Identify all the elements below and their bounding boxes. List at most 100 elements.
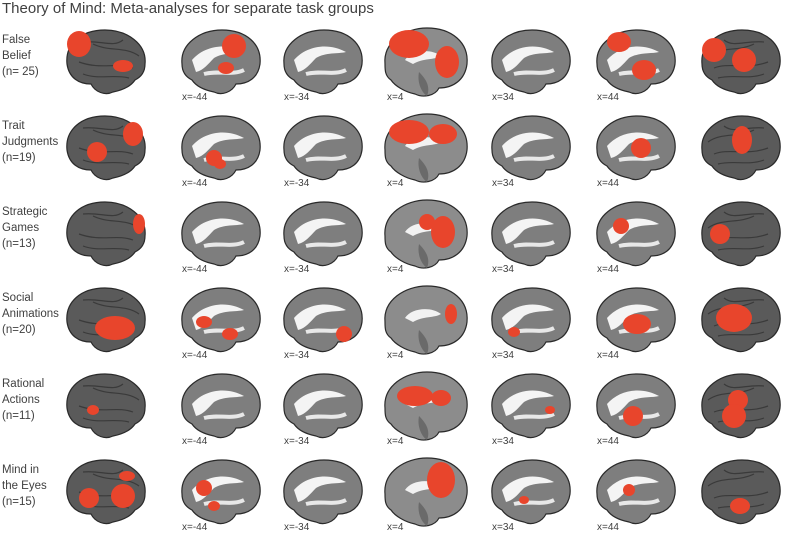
brain-slice-image <box>484 456 576 533</box>
slice-coordinate-label: x=-44 <box>182 178 208 189</box>
task-group-row: Strategic Games (n=13) x=-44 x=-34 x=4 x=34 x=4… <box>0 198 785 284</box>
brain-slice-image <box>589 456 681 533</box>
brain-slice-image <box>589 370 681 447</box>
task-group-label-line: (n=19) <box>2 152 36 164</box>
brain-slice-image <box>589 284 681 361</box>
brain-slice-image <box>589 198 681 275</box>
slice-coordinate-label: x=-34 <box>284 92 310 103</box>
task-group-label: Mind in the Eyes (n=15) <box>2 462 68 510</box>
brain-slice-image <box>276 284 368 361</box>
task-group-row: Mind in the Eyes (n=15) x=-44 x=-34 x=4 x=34 x=… <box>0 456 785 542</box>
task-group-row: Rational Actions (n=11) x=-44 x=-34 x=4 x=34 x=… <box>0 370 785 456</box>
slice-coordinate-label: x=4 <box>387 436 404 447</box>
brain-slice-image <box>379 370 471 447</box>
slice-coordinate-label: x=44 <box>597 92 619 103</box>
slice-coordinate-label: x=4 <box>387 92 404 103</box>
slice-coordinate-label: x=34 <box>492 178 514 189</box>
task-group-label-line: (n=15) <box>2 496 36 508</box>
brain-slice-image <box>174 284 266 361</box>
brain-slice-image <box>589 26 681 103</box>
slice-coordinate-label: x=34 <box>492 522 514 533</box>
slice-coordinate-label: x=44 <box>597 264 619 275</box>
task-group-label: Rational Actions (n=11) <box>2 376 68 424</box>
brain-slice-image <box>174 370 266 447</box>
task-group-label-line: (n=20) <box>2 324 36 336</box>
brain-slice-image <box>276 456 368 533</box>
task-group-label-line: Strategic <box>2 206 48 218</box>
task-group-label: Strategic Games (n=13) <box>2 204 68 252</box>
brain-surface-image <box>61 370 153 447</box>
brain-slice-image <box>379 284 471 361</box>
brain-slice-image <box>484 112 576 189</box>
task-group-label-line: Games <box>2 222 40 234</box>
brain-slice-image <box>379 26 471 103</box>
brain-slice-image <box>484 26 576 103</box>
task-group-label-line: (n=13) <box>2 238 36 250</box>
brain-surface-image <box>61 456 153 533</box>
slice-coordinate-label: x=-34 <box>284 264 310 275</box>
slice-coordinate-label: x=4 <box>387 350 404 361</box>
task-group-label-line: Actions <box>2 394 40 406</box>
task-group-label-line: Rational <box>2 378 45 390</box>
slice-coordinate-label: x=34 <box>492 436 514 447</box>
task-group-label-line: Judgments <box>2 136 59 148</box>
brain-surface-image <box>61 198 153 275</box>
brain-slice-image <box>589 112 681 189</box>
slice-coordinate-label: x=44 <box>597 350 619 361</box>
task-group-label-line: the Eyes <box>2 480 47 492</box>
brain-slice-image <box>174 26 266 103</box>
brain-surface-image <box>694 26 785 103</box>
brain-slice-image <box>276 198 368 275</box>
slice-coordinate-label: x=34 <box>492 92 514 103</box>
brain-slice-image <box>379 112 471 189</box>
task-group-label-line: False <box>2 34 31 46</box>
brain-slice-image <box>379 198 471 275</box>
brain-slice-image <box>484 284 576 361</box>
task-group-row: Trait Judgments (n=19) x=-44 x=-34 x=4 x=34 x=4… <box>0 112 785 198</box>
slice-coordinate-label: x=-34 <box>284 436 310 447</box>
brain-slice-image <box>484 370 576 447</box>
slice-coordinate-label: x=4 <box>387 178 404 189</box>
figure-title: Theory of Mind: Meta-analyses for separa… <box>2 0 374 17</box>
slice-coordinate-label: x=-34 <box>284 178 310 189</box>
slice-coordinate-label: x=44 <box>597 436 619 447</box>
slice-coordinate-label: x=-34 <box>284 522 310 533</box>
task-group-label-line: Belief <box>2 50 31 62</box>
brain-slice-image <box>276 112 368 189</box>
brain-slice-image <box>276 26 368 103</box>
task-group-label-line: (n=11) <box>2 410 35 422</box>
task-group-label-line: (n= 25) <box>2 66 39 78</box>
slice-coordinate-label: x=34 <box>492 264 514 275</box>
task-group-label-line: Mind in <box>2 464 40 476</box>
slice-coordinate-label: x=4 <box>387 522 404 533</box>
brain-surface-image <box>694 370 785 447</box>
brain-surface-image <box>694 284 785 361</box>
slice-coordinate-label: x=44 <box>597 522 619 533</box>
brain-slice-image <box>174 198 266 275</box>
task-group-row: Social Animations (n=20) x=-44 x=-34 x=4 x=34 x… <box>0 284 785 370</box>
slice-coordinate-label: x=4 <box>387 264 404 275</box>
brain-surface-image <box>694 198 785 275</box>
slice-coordinate-label: x=-34 <box>284 350 310 361</box>
brain-surface-image <box>694 112 785 189</box>
slice-coordinate-label: x=-44 <box>182 436 208 447</box>
slice-coordinate-label: x=-44 <box>182 92 208 103</box>
task-group-label-line: Trait <box>2 120 25 132</box>
brain-slice-image <box>379 456 471 533</box>
slice-coordinate-label: x=-44 <box>182 522 208 533</box>
task-group-row: False Belief (n= 25) x=-44 x=-34 x=4 x=34 x=44 <box>0 26 785 112</box>
brain-slice-image <box>276 370 368 447</box>
brain-surface-image <box>694 456 785 533</box>
brain-slice-image <box>484 198 576 275</box>
task-group-label-line: Social <box>2 292 34 304</box>
brain-surface-image <box>61 112 153 189</box>
slice-coordinate-label: x=-44 <box>182 350 208 361</box>
brain-surface-image <box>61 26 153 103</box>
task-group-label: False Belief (n= 25) <box>2 32 68 80</box>
brain-surface-image <box>61 284 153 361</box>
task-group-label: Social Animations (n=20) <box>2 290 68 338</box>
slice-coordinate-label: x=44 <box>597 178 619 189</box>
task-group-label-line: Animations <box>2 308 59 320</box>
brain-slice-image <box>174 456 266 533</box>
slice-coordinate-label: x=-44 <box>182 264 208 275</box>
